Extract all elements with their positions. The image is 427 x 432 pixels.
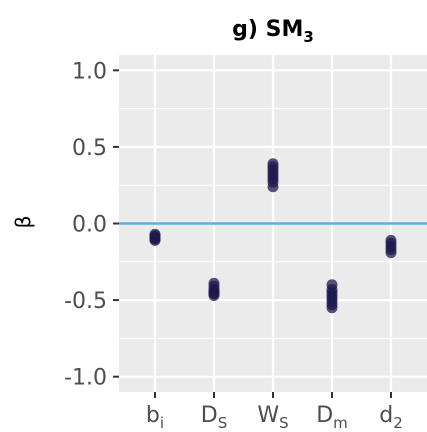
points-layer: [149, 158, 397, 314]
data-point: [208, 289, 220, 301]
y-tick-label: -1.0: [64, 366, 107, 391]
chart-title-main: g) SM: [232, 17, 303, 42]
y-tick-label: 0.0: [72, 213, 107, 238]
y-axis-label: β: [11, 216, 35, 229]
x-tick-label: DS: [201, 403, 227, 432]
y-tick-label: -0.5: [64, 289, 107, 314]
chart-title: g) SM3: [232, 17, 314, 46]
data-point: [326, 302, 338, 314]
chart-title-subscript: 3: [303, 28, 313, 46]
data-point: [149, 234, 161, 246]
x-tick-label: Dm: [316, 403, 348, 432]
y-tick-label: 0.5: [72, 136, 107, 161]
x-tick-label: bi: [146, 403, 164, 432]
x-tick-label: d2: [379, 403, 403, 432]
y-axis: 1.0 0.5 0.0 -0.5 -1.0: [64, 59, 119, 391]
y-tick-label: 1.0: [72, 59, 107, 84]
data-point: [267, 181, 279, 193]
data-point: [385, 247, 397, 259]
x-axis: bi DS WS Dm d2: [146, 392, 403, 432]
x-tick-label: WS: [257, 403, 288, 432]
